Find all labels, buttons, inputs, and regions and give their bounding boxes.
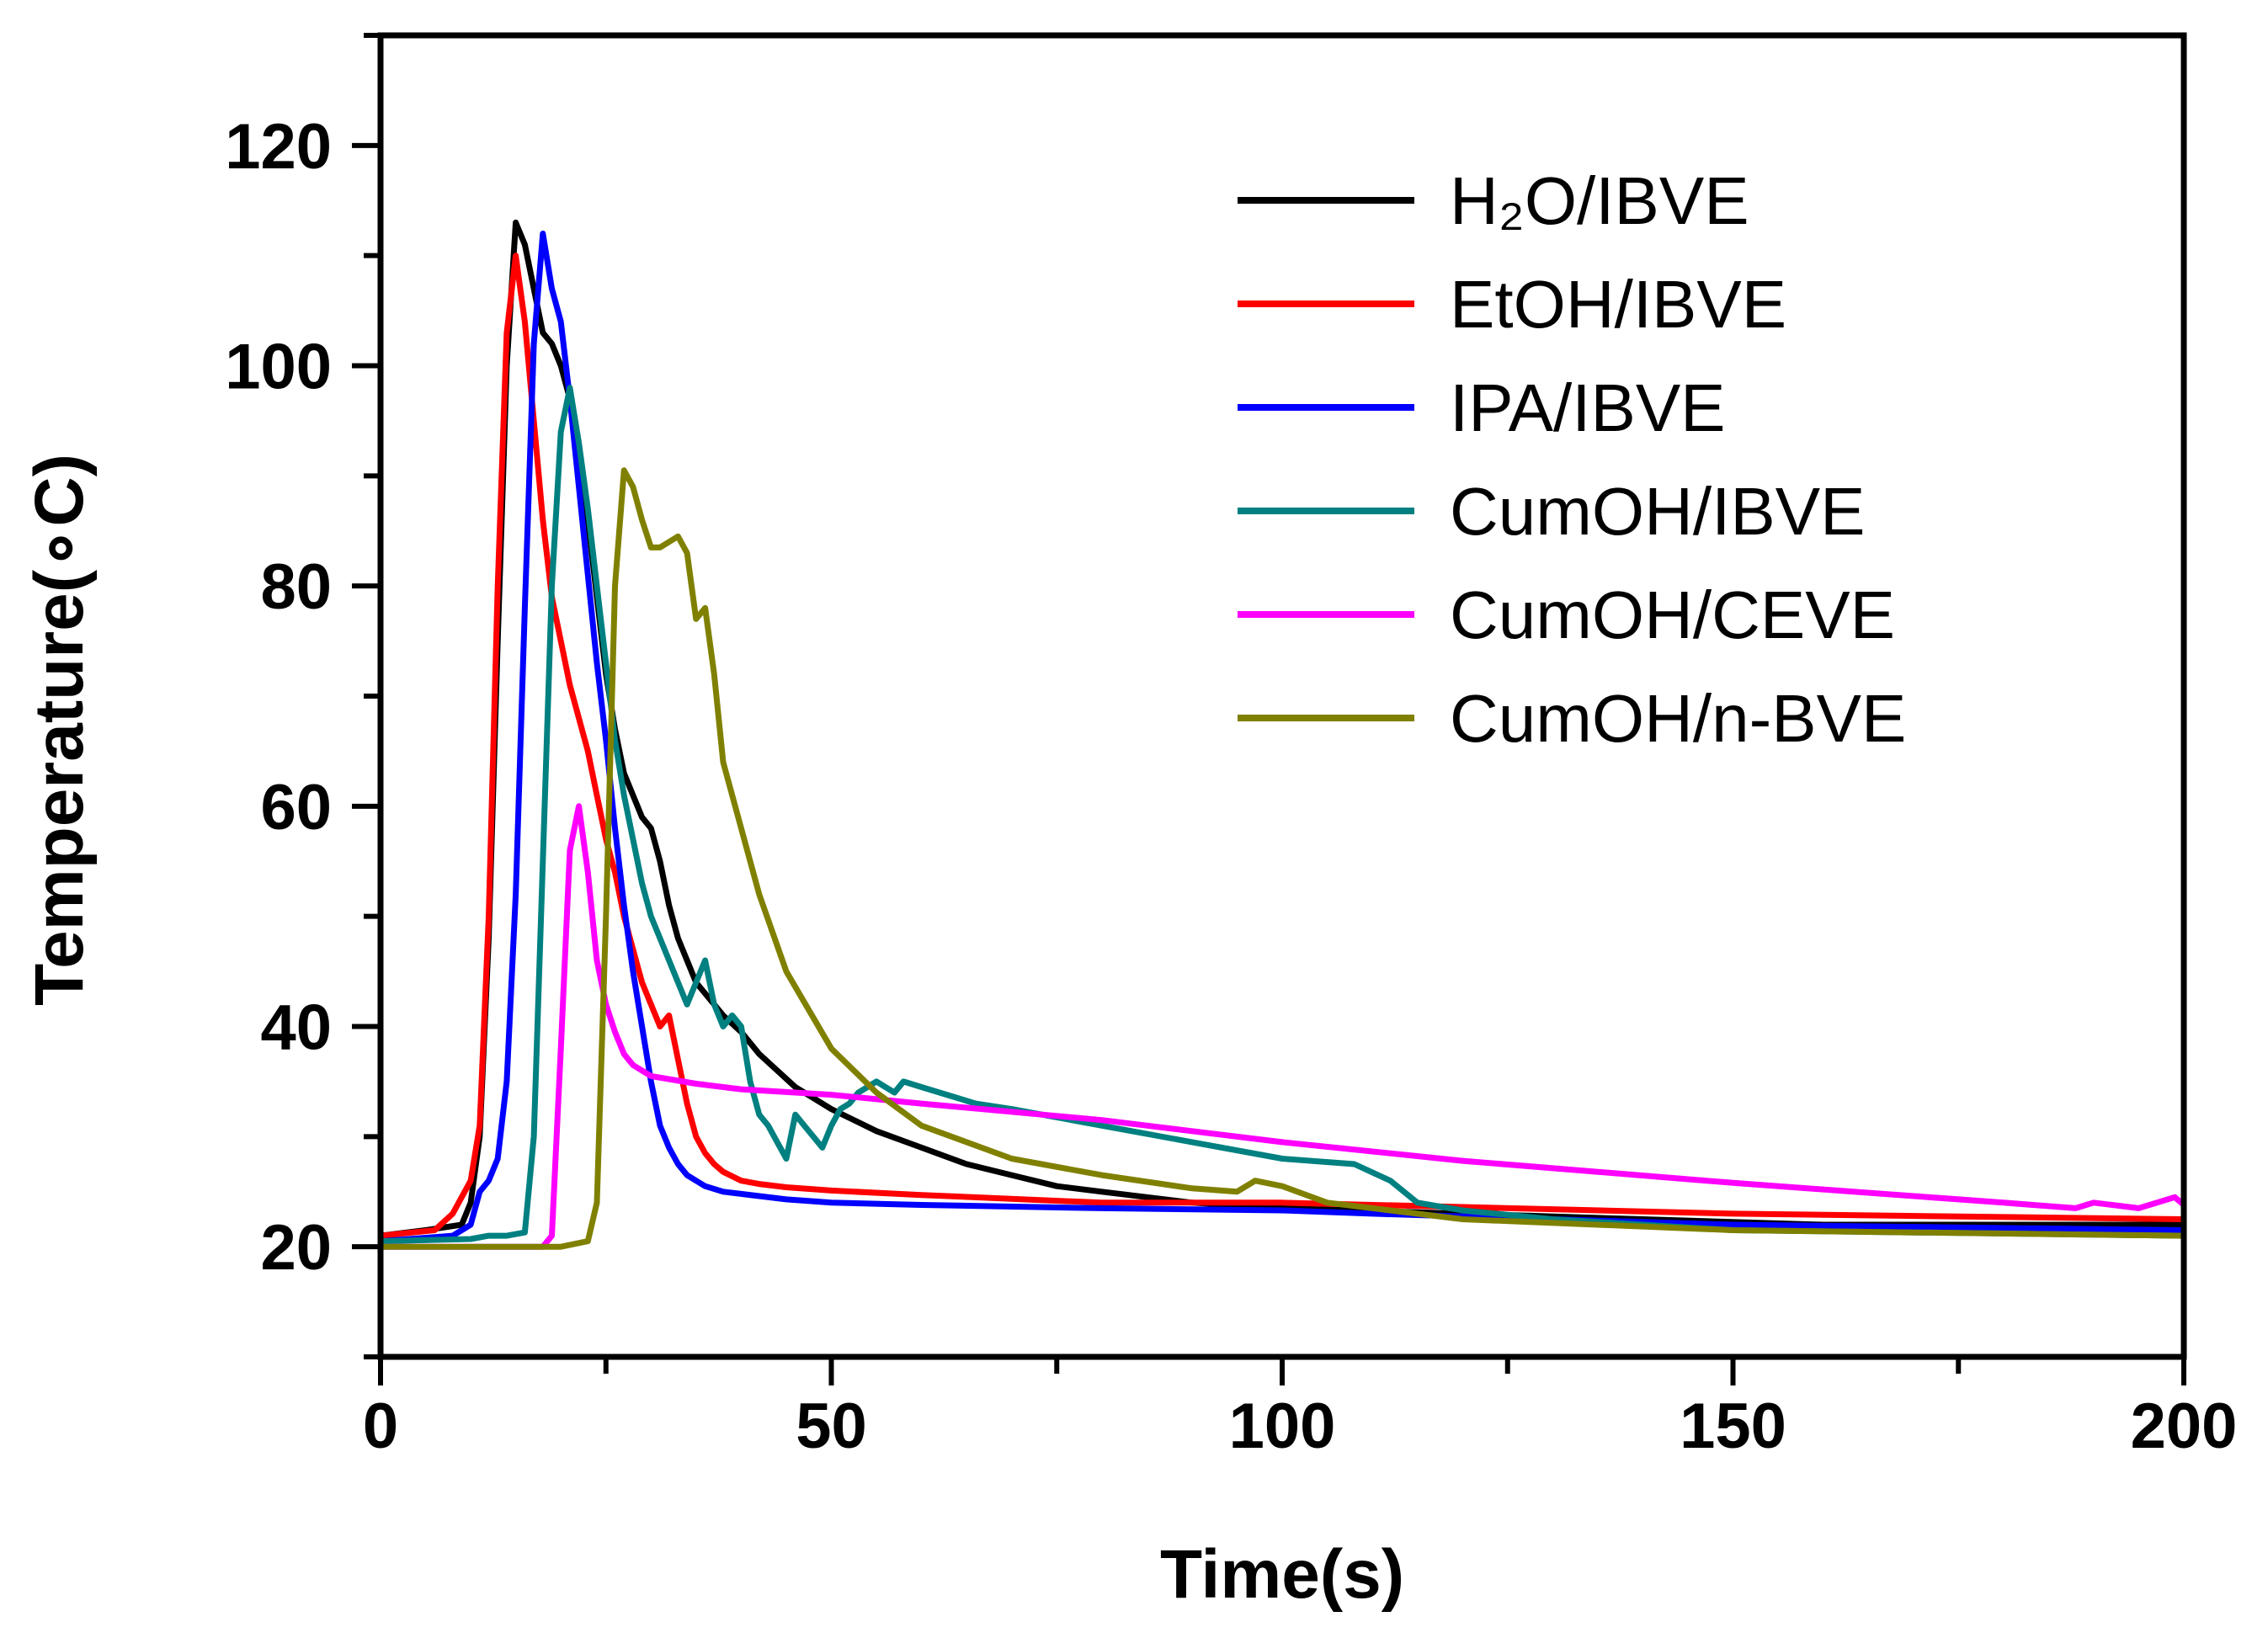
y-tick-label: 40	[260, 992, 332, 1064]
legend-label-1: EtOH/IBVE	[1450, 267, 1786, 342]
y-tick-label: 100	[225, 332, 332, 403]
plot-area-frame	[377, 32, 2187, 1360]
y-tick-label: 20	[260, 1212, 332, 1284]
x-axis-title: Time(s)	[1160, 1536, 1404, 1613]
x-tick-label: 0	[363, 1391, 398, 1462]
series-line-4	[377, 803, 2187, 1250]
series-line-0	[377, 219, 2187, 1239]
legend-label-4: CumOH/CEVE	[1450, 577, 1895, 652]
series-line-2	[377, 231, 2187, 1245]
legend-label-3: CumOH/IBVE	[1450, 474, 1865, 549]
legend-label-0: H₂O/IBVE	[1450, 163, 1749, 238]
y-tick-label: 80	[260, 551, 332, 623]
y-tick-label: 60	[260, 772, 332, 843]
series-line-3	[377, 385, 2187, 1245]
y-axis-title: Temperature(∘C)	[21, 454, 98, 1006]
x-tick-label: 50	[796, 1391, 867, 1462]
legend: H₂O/IBVE EtOH/IBVE IPA/IBVE CumOH/IBVE CumOH…	[1238, 163, 1906, 756]
series-line-5	[377, 467, 2187, 1250]
legend-label-5: CumOH/n-BVE	[1450, 681, 1906, 756]
legend-label-2: IPA/IBVE	[1450, 370, 1726, 445]
series-lines	[377, 219, 2187, 1250]
x-tick-label: 200	[2131, 1391, 2238, 1462]
x-tick-label: 150	[1680, 1391, 1786, 1462]
x-tick-label: 100	[1229, 1391, 1336, 1462]
tick-labels: 0 50 100 150 200 20 40 60 80 100 120	[225, 111, 2237, 1462]
y-tick-label: 120	[225, 111, 332, 183]
